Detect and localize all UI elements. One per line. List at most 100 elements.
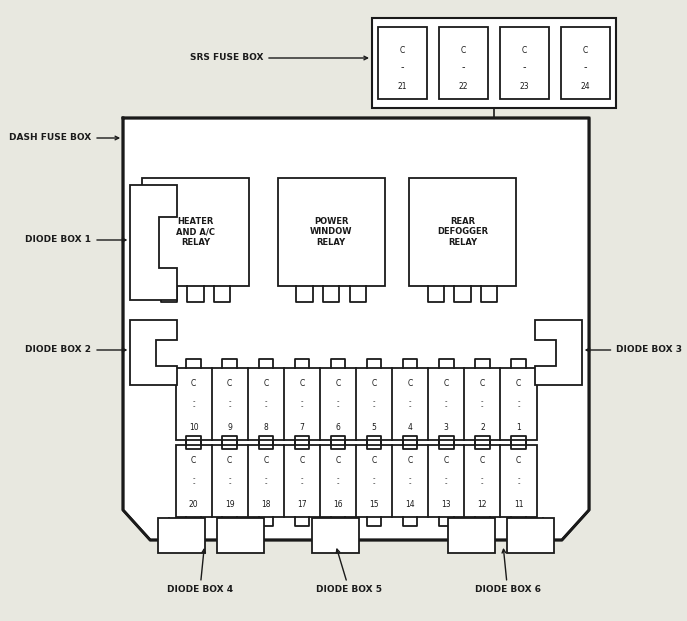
Text: DIODE BOX 6: DIODE BOX 6 — [475, 550, 541, 594]
Text: -
-: - - — [517, 476, 520, 486]
Text: 9: 9 — [227, 422, 232, 432]
Bar — [175, 445, 537, 517]
Text: 6: 6 — [335, 422, 341, 432]
Text: C: C — [191, 379, 196, 388]
Bar — [158, 518, 205, 553]
Text: C: C — [407, 456, 413, 465]
Text: -
-: - - — [192, 476, 195, 486]
Text: C: C — [300, 456, 304, 465]
Text: -
-: - - — [264, 476, 267, 486]
Text: C: C — [263, 379, 269, 388]
Text: C: C — [263, 456, 269, 465]
Bar — [372, 18, 616, 108]
Text: 12: 12 — [477, 499, 487, 509]
Text: 22: 22 — [459, 81, 469, 91]
Text: -
-: - - — [301, 399, 303, 409]
Text: -
-: - - — [337, 399, 339, 409]
Text: -
-: - - — [192, 399, 195, 409]
Text: 16: 16 — [333, 499, 343, 509]
Text: 7: 7 — [300, 422, 304, 432]
Text: -: - — [523, 61, 526, 71]
Text: -
-: - - — [445, 476, 447, 486]
Text: 1: 1 — [516, 422, 521, 432]
Text: 15: 15 — [370, 499, 379, 509]
Text: C: C — [516, 379, 521, 388]
Text: -
-: - - — [409, 399, 412, 409]
Text: 24: 24 — [581, 81, 590, 91]
Text: 18: 18 — [261, 499, 271, 509]
Text: -
-: - - — [228, 476, 231, 486]
Text: DIODE BOX 4: DIODE BOX 4 — [167, 550, 233, 594]
Text: C: C — [444, 456, 449, 465]
Text: -
-: - - — [373, 399, 375, 409]
Bar — [500, 27, 549, 99]
Text: DASH FUSE BOX: DASH FUSE BOX — [9, 134, 119, 142]
Text: 23: 23 — [520, 81, 530, 91]
Text: -
-: - - — [481, 476, 484, 486]
Text: -
-: - - — [409, 476, 412, 486]
Text: 10: 10 — [189, 422, 199, 432]
Text: C: C — [400, 45, 405, 55]
Text: DIODE BOX 2: DIODE BOX 2 — [25, 345, 126, 355]
Bar — [217, 518, 264, 553]
Text: C: C — [407, 379, 413, 388]
Text: 5: 5 — [372, 422, 376, 432]
Bar — [409, 178, 516, 286]
Text: 20: 20 — [189, 499, 199, 509]
Polygon shape — [123, 118, 589, 540]
Text: C: C — [372, 456, 376, 465]
Polygon shape — [534, 320, 582, 385]
Text: C: C — [191, 456, 196, 465]
Text: -
-: - - — [337, 476, 339, 486]
Text: -: - — [462, 61, 465, 71]
Text: C: C — [372, 379, 376, 388]
Text: 3: 3 — [444, 422, 449, 432]
Text: C: C — [522, 45, 527, 55]
Bar — [378, 27, 427, 99]
Text: C: C — [444, 379, 449, 388]
Text: C: C — [227, 379, 232, 388]
Text: 13: 13 — [442, 499, 451, 509]
Text: HEATER
AND A/C
RELAY: HEATER AND A/C RELAY — [176, 217, 215, 247]
Text: -
-: - - — [517, 399, 520, 409]
Text: C: C — [480, 379, 485, 388]
Text: REAR
DEFOGGER
RELAY: REAR DEFOGGER RELAY — [437, 217, 488, 247]
Polygon shape — [131, 320, 177, 385]
Text: C: C — [480, 456, 485, 465]
Text: DIODE BOX 3: DIODE BOX 3 — [586, 345, 682, 355]
Text: C: C — [583, 45, 588, 55]
Text: 21: 21 — [398, 81, 407, 91]
Text: -
-: - - — [445, 399, 447, 409]
Bar — [448, 518, 495, 553]
Text: C: C — [516, 456, 521, 465]
Text: 14: 14 — [405, 499, 415, 509]
Bar — [142, 178, 249, 286]
Bar — [278, 178, 385, 286]
Text: C: C — [461, 45, 466, 55]
Text: 4: 4 — [408, 422, 413, 432]
Text: -
-: - - — [228, 399, 231, 409]
Text: 19: 19 — [225, 499, 234, 509]
Text: POWER
WINDOW
RELAY: POWER WINDOW RELAY — [310, 217, 352, 247]
Text: SRS FUSE BOX: SRS FUSE BOX — [190, 53, 368, 63]
Text: 8: 8 — [263, 422, 268, 432]
Text: DIODE BOX 1: DIODE BOX 1 — [25, 235, 126, 245]
Text: C: C — [335, 456, 341, 465]
Text: 2: 2 — [480, 422, 485, 432]
Text: C: C — [335, 379, 341, 388]
Polygon shape — [131, 185, 177, 300]
Bar — [175, 368, 537, 440]
Text: 11: 11 — [514, 499, 523, 509]
Text: 17: 17 — [297, 499, 306, 509]
Text: -: - — [401, 61, 404, 71]
Text: DIODE BOX 5: DIODE BOX 5 — [316, 549, 382, 594]
Text: -
-: - - — [264, 399, 267, 409]
Bar — [312, 518, 359, 553]
Bar — [561, 27, 610, 99]
Text: -
-: - - — [481, 399, 484, 409]
Text: -: - — [584, 61, 587, 71]
Text: -
-: - - — [301, 476, 303, 486]
Text: -
-: - - — [373, 476, 375, 486]
Text: C: C — [227, 456, 232, 465]
Bar — [507, 518, 554, 553]
